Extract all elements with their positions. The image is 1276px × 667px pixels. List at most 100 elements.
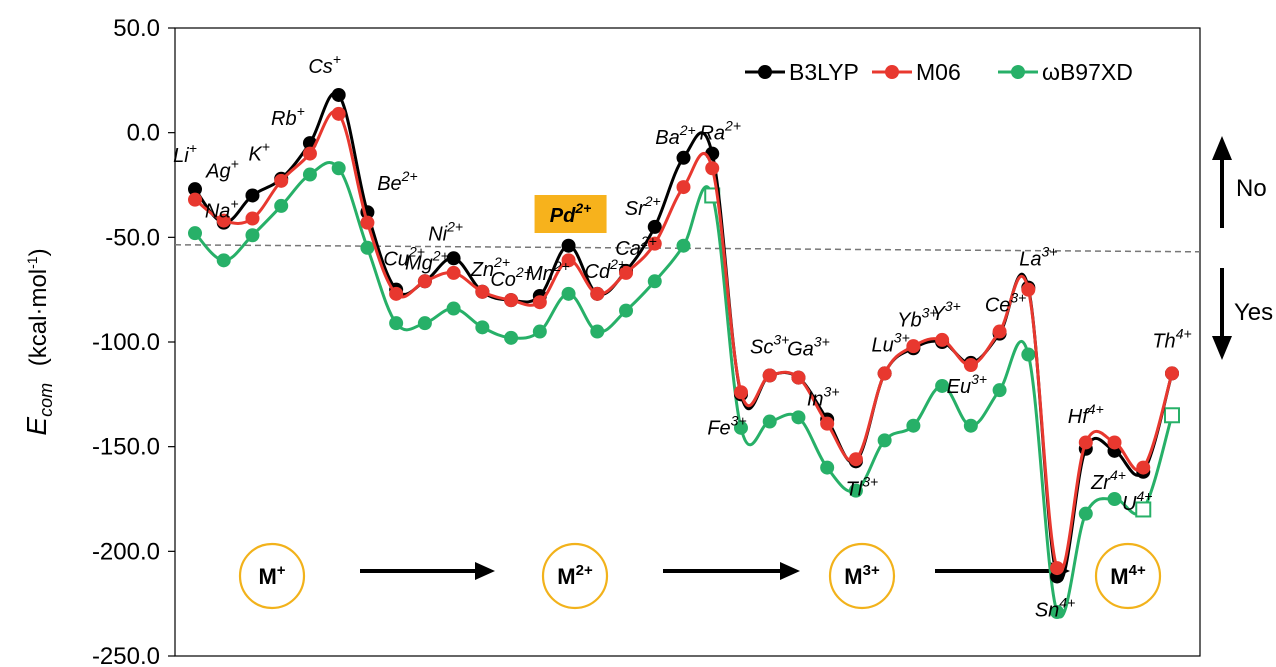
series-line-ωB97XD [193,161,1174,618]
data-point-ωB97XD [935,378,950,393]
data-point-ωB97XD [360,240,375,255]
data-point-M06 [188,192,202,207]
ion-label: Ca2+ [615,233,657,260]
ion-label: Mn2+ [526,258,570,285]
y-tick-label: 0.0 [127,120,160,147]
y-tick-label: 50.0 [113,15,160,42]
data-point-M06 [274,173,289,188]
data-point-M06 [331,106,346,121]
data-point-M06 [848,452,863,467]
data-point-ωB97XD [1164,407,1180,424]
data-point-M06 [647,236,662,251]
ion-label: Ce3+ [985,290,1027,317]
data-point-ωB97XD [877,433,892,448]
data-point-M06 [446,265,461,280]
legend-label-M06: M06 [916,59,961,85]
ion-label: Na+ [205,196,239,223]
data-point-M06 [676,180,691,195]
ion-label: Lu3+ [872,329,910,356]
ion-label: Zn2+ [470,254,510,281]
data-point-ωB97XD [1135,501,1152,518]
no-arrow-head [1212,136,1232,160]
charge-state-circle [828,542,896,610]
ion-label: Eu3+ [947,371,987,398]
ion-label: Zr4+ [1090,467,1126,494]
ion-label: Ra2+ [699,118,741,145]
y-label-text: Ecom (kcal·mol-1) [21,248,56,435]
data-point-M06 [1136,460,1151,475]
legend-marker-B3LYP [758,65,772,79]
data-point-ωB97XD [417,316,432,331]
data-point-ωB97XD [906,418,921,433]
legend-marker-M06 [885,65,899,79]
charge-state-annotations: M+ M2+ M3+ M4+ [238,542,1162,610]
ion-label: Mg2+ [405,247,449,274]
data-point-ωB97XD [1021,347,1036,362]
data-point-ωB97XD [331,161,346,176]
data-point-M06 [935,332,950,347]
data-point-ωB97XD [992,383,1007,398]
ion-labels: Li+ Na+ Ag+ K+Rb+Cs+ Be2+ Cu2+Mg2+Ni2+ Zn2+Co2… [173,51,1192,621]
data-point-M06 [791,370,806,385]
y-tick-label: -150.0 [92,434,160,461]
charge-state-label: M4+ [1110,562,1146,589]
charge-state-label: M+ [258,562,285,589]
data-point-B3LYP [331,87,346,102]
data-point-M06 [532,295,547,310]
data-point-M06 [590,286,605,301]
charge-state-circle [541,542,609,610]
ion-label: Cd2+ [585,256,627,283]
no-label: No [1236,175,1267,202]
data-point-B3LYP [676,150,691,165]
data-point-M06 [877,366,892,381]
data-point-ωB97XD [216,253,231,268]
data-point-M06 [1078,435,1093,450]
data-point-M06 [504,293,519,308]
data-point-ωB97XD [188,226,202,241]
data-point-M06 [1165,366,1179,381]
data-point-B3LYP [561,238,576,253]
y-axis-label: Ecom (kcal·mol-1) [21,248,56,435]
data-point-ωB97XD [274,198,289,213]
ion-label: Ni2+ [428,218,463,245]
ion-label-pd: Pd2+ [550,200,592,227]
data-point-M06 [733,385,748,400]
y-axis: 50.0 0.0 -50.0 -100.0 -150.0 -200.0 -250.0 [92,15,175,667]
data-point-ωB97XD [1050,605,1065,620]
charge-state-label: M3+ [844,562,880,589]
yes-label: Yes [1234,299,1273,326]
data-point-ωB97XD [532,324,547,339]
ion-label: Cu2+ [383,244,425,271]
data-point-M06 [475,284,490,299]
charge-state-label: M2+ [557,562,593,589]
ion-label: Rb+ [271,103,305,130]
ion-label: Sc3+ [750,331,789,358]
data-point-ωB97XD [245,228,260,243]
data-point-M06 [561,253,576,268]
data-point-M06 [762,368,777,383]
yes-arrow-head [1212,336,1232,360]
data-point-B3LYP [245,188,260,203]
ion-label: Tl3+ [846,473,879,500]
ion-label: In3+ [807,383,840,410]
y-tick-label: -100.0 [92,329,160,356]
data-point-ωB97XD [619,303,634,318]
data-point-M06 [906,339,921,354]
data-point-ωB97XD [302,167,317,182]
ion-label: Ga3+ [787,334,830,361]
side-arrows: No Yes [1212,136,1273,360]
data-point-M06 [963,358,978,373]
ion-label: Fe3+ [707,412,746,439]
data-point-B3LYP [188,182,202,197]
data-point-ωB97XD [676,238,691,253]
data-point-ωB97XD [590,324,605,339]
data-point-M06 [216,213,231,228]
data-point-ωB97XD [504,330,519,345]
data-point-ωB97XD [647,274,662,289]
charge-state-circle [238,542,306,610]
data-point-M06 [705,161,720,176]
data-point-ωB97XD [848,483,863,498]
data-point-ωB97XD [963,418,978,433]
data-point-B3LYP [647,219,662,234]
data-point-M06 [302,146,317,161]
